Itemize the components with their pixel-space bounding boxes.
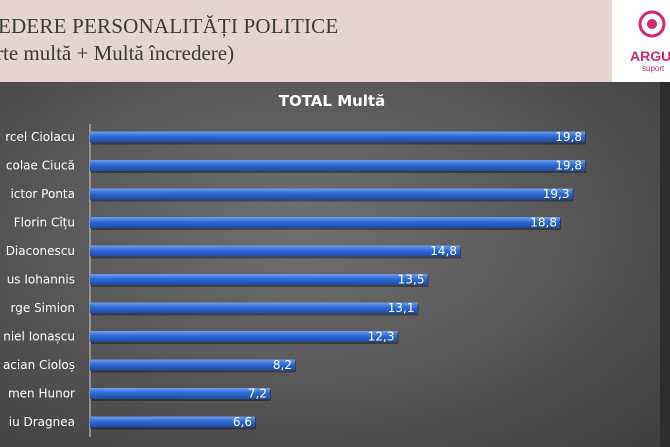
value-label: 14,8 bbox=[430, 244, 457, 258]
value-label: 8,2 bbox=[273, 358, 292, 372]
bar-chart: TOTAL Multă rcel Ciolacu 19,8 colae Ciucă 1… bbox=[3, 92, 586, 437]
chart-title: TOTAL Multă bbox=[279, 92, 385, 110]
value-label: 19,3 bbox=[543, 187, 570, 201]
slide-subtitle: rte multă + Multă încredere) bbox=[0, 41, 235, 65]
bar bbox=[90, 302, 418, 314]
bar bbox=[90, 274, 428, 285]
category-label: Diaconescu bbox=[6, 244, 75, 258]
value-label: 6,6 bbox=[233, 415, 252, 429]
bar bbox=[90, 217, 560, 228]
brand-logo: ARGU suport bbox=[612, 0, 670, 82]
value-label: 19,8 bbox=[555, 130, 582, 144]
value-label: 13,5 bbox=[398, 273, 425, 287]
category-label: Florin Cîțu bbox=[14, 216, 75, 230]
category-label: us Iohannis bbox=[7, 273, 75, 287]
bar bbox=[90, 131, 585, 143]
slide-title: EDERE PERSONALITĂȚI POLITICE bbox=[0, 14, 339, 38]
slide-header: EDERE PERSONALITĂȚI POLITICE rte multă +… bbox=[0, 0, 612, 82]
value-label: 12,3 bbox=[368, 330, 395, 344]
category-label: niel Ionașcu bbox=[3, 330, 75, 344]
category-label: colae Ciucă bbox=[6, 159, 75, 173]
chart-area: TOTAL Multă rcel Ciolacu 19,8 colae Ciucă 1… bbox=[0, 82, 670, 447]
value-label: 13,1 bbox=[388, 301, 415, 315]
value-label: 7,2 bbox=[248, 387, 267, 401]
bar bbox=[90, 359, 295, 371]
category-label: rge Simion bbox=[11, 301, 75, 315]
category-label: acian Cioloș bbox=[3, 358, 75, 372]
category-label: iu Dragnea bbox=[9, 415, 75, 429]
bar bbox=[90, 416, 255, 428]
value-label: 18,8 bbox=[530, 216, 557, 230]
category-label: ictor Ponta bbox=[10, 187, 75, 201]
category-label: men Hunor bbox=[8, 387, 75, 401]
value-label: 19,8 bbox=[555, 159, 582, 173]
bar bbox=[90, 160, 585, 171]
bar bbox=[90, 188, 573, 200]
right-edge-bar bbox=[660, 82, 670, 447]
logo-tagline: suport bbox=[642, 64, 665, 73]
logo-text: ARGU bbox=[630, 48, 670, 64]
category-label: rcel Ciolacu bbox=[5, 130, 75, 144]
logo-mark-icon bbox=[638, 10, 666, 38]
bar bbox=[90, 331, 398, 342]
bar bbox=[90, 388, 270, 399]
bar bbox=[90, 245, 460, 257]
